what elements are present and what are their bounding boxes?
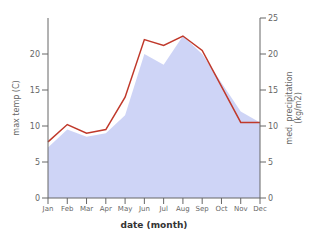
svg-text:20: 20	[268, 50, 278, 59]
svg-text:Dec: Dec	[253, 205, 267, 213]
svg-text:15: 15	[268, 86, 278, 95]
svg-text:25: 25	[268, 14, 278, 23]
svg-text:0: 0	[35, 194, 40, 203]
svg-text:Jan: Jan	[42, 205, 54, 213]
svg-text:5: 5	[35, 158, 40, 167]
svg-text:0: 0	[268, 194, 273, 203]
svg-text:10: 10	[268, 122, 278, 131]
svg-text:May: May	[118, 205, 132, 213]
svg-text:20: 20	[30, 50, 40, 59]
svg-text:Sep: Sep	[196, 205, 210, 213]
svg-text:med. precipitation(kg/m2): med. precipitation(kg/m2)	[285, 71, 303, 144]
svg-text:15: 15	[30, 86, 40, 95]
svg-text:Mar: Mar	[80, 205, 93, 213]
svg-text:date (month): date (month)	[121, 220, 188, 230]
svg-text:Jul: Jul	[158, 205, 168, 213]
svg-text:Feb: Feb	[61, 205, 74, 213]
svg-text:Aug: Aug	[176, 205, 190, 213]
svg-text:Oct: Oct	[215, 205, 227, 213]
svg-text:5: 5	[268, 158, 273, 167]
svg-text:Jun: Jun	[138, 205, 150, 213]
svg-text:Nov: Nov	[234, 205, 248, 213]
svg-text:Apr: Apr	[100, 205, 112, 213]
svg-text:max temp (C): max temp (C)	[12, 80, 21, 135]
svg-text:10: 10	[30, 122, 40, 131]
